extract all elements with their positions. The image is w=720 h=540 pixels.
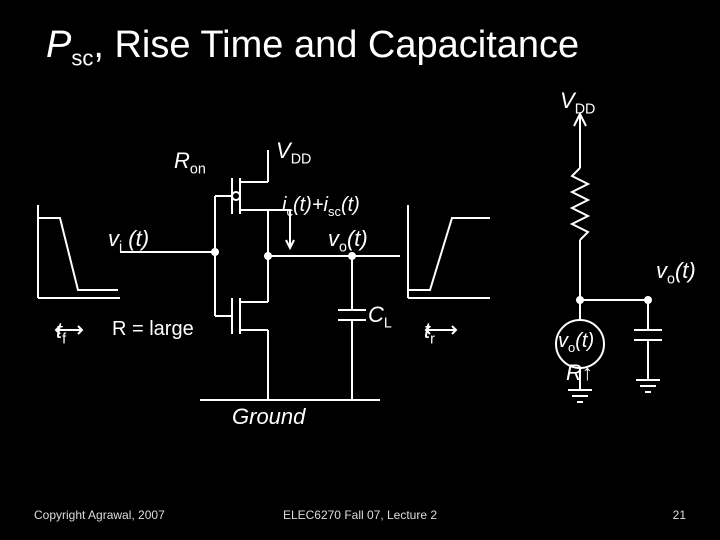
label-vo: vo(t) (328, 226, 368, 255)
label-rlarge: R = large (112, 318, 194, 341)
label-tr: tr (424, 318, 435, 347)
label-ron: Ron (174, 148, 206, 177)
label-vo-src: vo(t) (558, 330, 594, 355)
circuit-svg (0, 0, 720, 540)
label-vi: vi (t) (108, 226, 149, 255)
label-ground: Ground (232, 404, 305, 430)
label-vo-right: vo(t) (656, 258, 696, 287)
label-vdd-top: VDD (560, 88, 595, 117)
label-vdd-src: VDD (276, 138, 311, 167)
label-r-arrow: R↑ (566, 360, 593, 386)
label-cl: CL (368, 302, 392, 331)
label-isum: ic(t)+isc(t) (282, 194, 360, 219)
label-tf: tf (56, 318, 66, 347)
footer-lecture: ELEC6270 Fall 07, Lecture 2 (0, 508, 720, 522)
footer-page: 21 (673, 508, 686, 522)
